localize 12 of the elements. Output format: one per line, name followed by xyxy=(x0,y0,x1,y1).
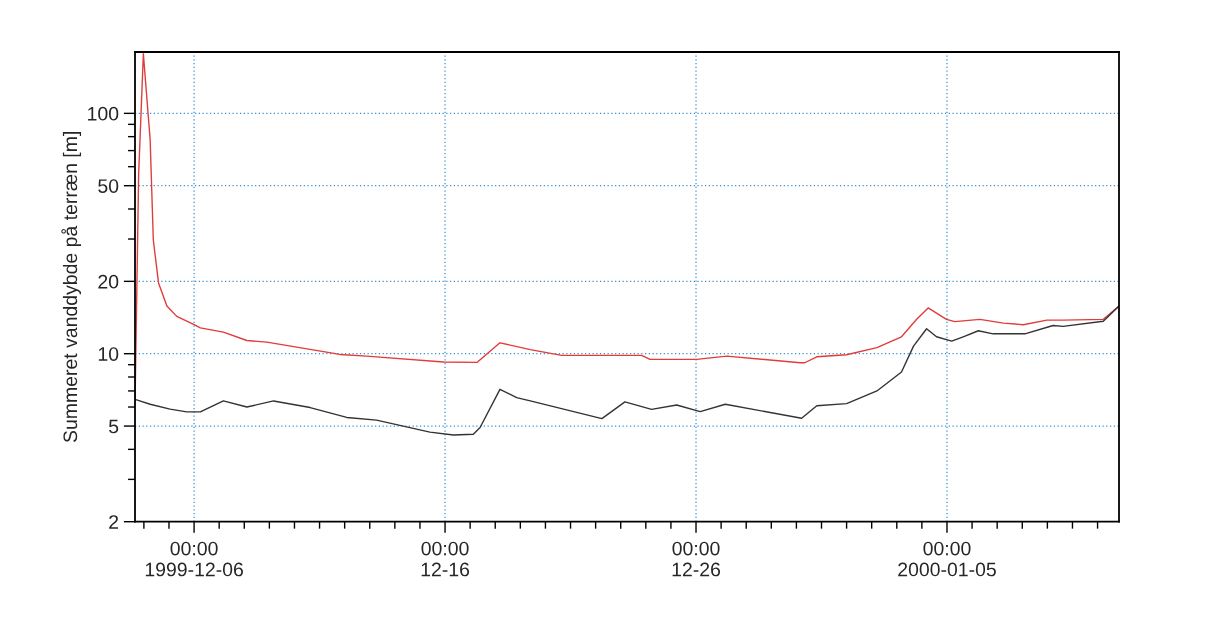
y-axis-title: Summeret vanddybde på terræn [m] xyxy=(61,132,82,443)
x-tick-label: 00:00 2000-01-05 xyxy=(898,541,996,577)
y-tick-label: 20 xyxy=(98,274,119,289)
y-tick-label: 50 xyxy=(98,179,119,193)
y-tick-label: 2 xyxy=(109,515,119,529)
y-tick-label: 10 xyxy=(98,347,119,361)
y-tick-label: 5 xyxy=(108,419,119,434)
line-series xyxy=(135,305,1119,436)
x-tick-label: 00:00 12-26 xyxy=(672,541,721,577)
x-tick-label: 00:00 1999-12-06 xyxy=(145,541,243,577)
x-tick-label: 00:00 12-16 xyxy=(421,541,470,577)
y-tick-label: 100 xyxy=(88,106,119,121)
